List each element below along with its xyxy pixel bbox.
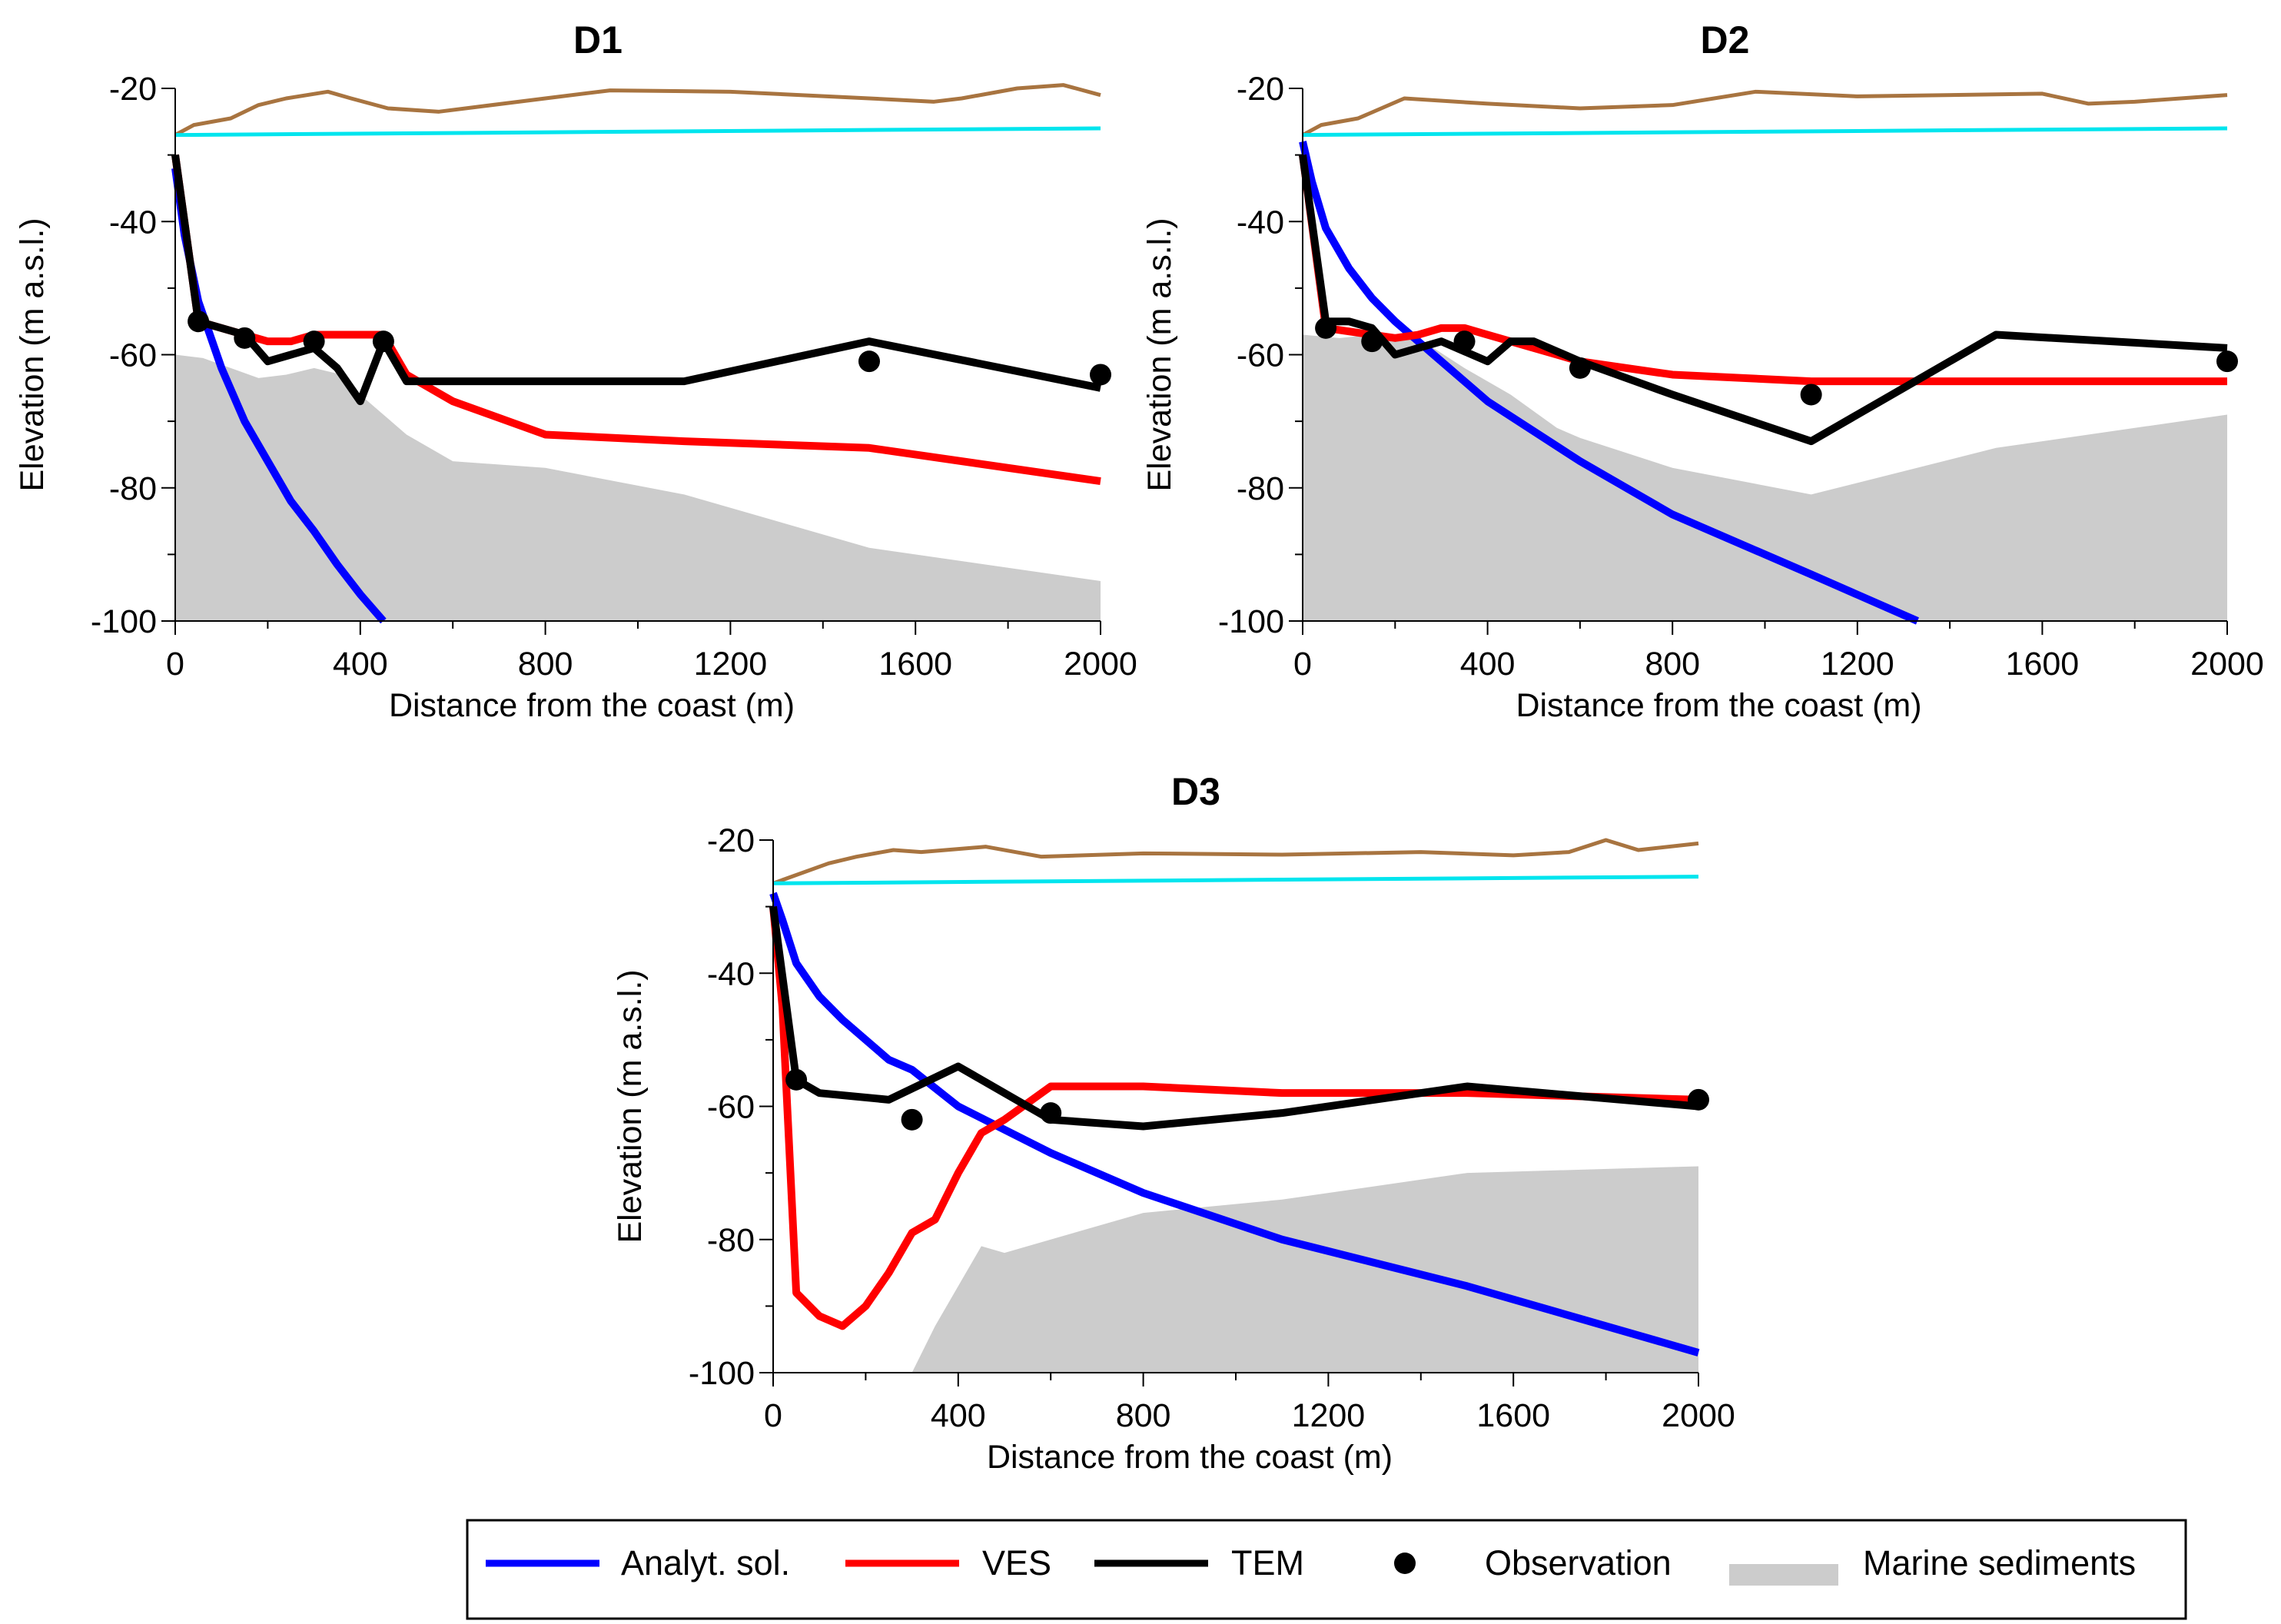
legend-observation-label: Observation [1485, 1543, 1672, 1582]
panel-d1-observation-point [1090, 364, 1111, 386]
panel-d3-sea-level-line [772, 875, 1699, 885]
panel-d1-topography-line [174, 83, 1101, 137]
panel-d1-observation-point [858, 350, 880, 373]
panel-d2-analyt-sol-line [1299, 141, 1920, 625]
panel-d1-x-tick-label: 0 [166, 646, 184, 682]
panel-d3-x-tick-label: 0 [764, 1397, 782, 1434]
legend-sediments-label: Marine sediments [1863, 1543, 2136, 1582]
panel-d2-tem-line [1299, 154, 2228, 446]
panel-d2-ves-line [1299, 154, 2227, 386]
panel-d2-observation-point [2216, 350, 2238, 373]
legend-analytical-label: Analyt. sol. [621, 1543, 790, 1582]
panel-d1-y-axis-label: Elevation (m a.s.l.) [14, 218, 51, 491]
panel-d3-x-tick-label: 2000 [1662, 1397, 1735, 1434]
panel-d3-observation-point [1040, 1102, 1062, 1124]
panel-d1-x-tick-label: 2000 [1064, 646, 1137, 682]
legend-observation-marker [1394, 1553, 1416, 1574]
panel-d3-y-tick-label: -40 [707, 955, 755, 992]
panel-d2-topography-line [1301, 89, 2228, 137]
panel-d1-y-tick-label: -60 [109, 337, 157, 374]
panel-d2-y-tick-label: -40 [1237, 204, 1284, 241]
panel-d3-y-axis-label: Elevation (m a.s.l.) [612, 969, 649, 1243]
legend-sediments-swatch [1729, 1564, 1838, 1586]
panel-d2-x-tick-label: 400 [1460, 646, 1516, 682]
panel-d2-observation-point [1569, 357, 1591, 379]
panel-d3-x-tick-label: 800 [1116, 1397, 1171, 1434]
panel-d2-x-tick-label: 1600 [2006, 646, 2080, 682]
panel-d3-title: D3 [1171, 770, 1220, 813]
panel-d1-y-tick-label: -100 [91, 603, 157, 640]
panel-d2-x-axis-label: Distance from the coast (m) [1516, 687, 1921, 724]
panel-d1-y-tick-label: -20 [109, 71, 157, 108]
panel-d2-x-tick-label: 2000 [2190, 646, 2264, 682]
panel-d3-analyt-sol-line [769, 892, 1700, 1357]
panel-d2-y-tick-label: -80 [1237, 470, 1284, 507]
panel-d1-y-tick-label: -80 [109, 470, 157, 507]
panel-d2-y-tick-label: -60 [1237, 337, 1284, 374]
panel-d1-sea-level-line [174, 126, 1101, 138]
panel-d2-sea-level-line [1302, 126, 2228, 138]
panel-d2-observation-point [1800, 384, 1822, 406]
panel-d2-observation-point [1453, 330, 1476, 353]
legend: Analyt. sol. VES TEM Observation Marine … [466, 1519, 2187, 1620]
panel-d3-observation-point [785, 1068, 808, 1091]
panel-d3-y-tick-label: -20 [707, 822, 755, 859]
panel-d1-x-tick-label: 1600 [878, 646, 952, 682]
panel-d2-x-tick-label: 1200 [1821, 646, 1894, 682]
panel-d1-x-axis-label: Distance from the coast (m) [389, 687, 795, 724]
panel-d2-y-tick-label: -100 [1218, 603, 1284, 640]
panel-d3-ves-line [769, 906, 1699, 1330]
panel-d1-title: D1 [573, 18, 623, 61]
panel-d2-observation-point [1361, 330, 1383, 353]
panel-d1-observation-point [188, 311, 210, 333]
panel-d3-x-tick-label: 1200 [1292, 1397, 1366, 1434]
panel-d3-y-tick-label: -60 [707, 1089, 755, 1126]
panel-d3-tem-line [769, 905, 1699, 1131]
panel-d3-observation-point [901, 1108, 923, 1131]
panel-d2-title: D2 [1701, 18, 1750, 61]
panel-d1-x-tick-label: 400 [333, 646, 388, 682]
panel-d2-y-axis-label: Elevation (m a.s.l.) [1141, 218, 1178, 491]
panel-d3-observation-point [1688, 1088, 1709, 1111]
panel-d1-observation-point [372, 330, 394, 353]
panel-d3-x-tick-label: 1600 [1476, 1397, 1550, 1434]
panel-d2-marine-sediments-area [1303, 334, 2227, 621]
panel-d3-topography-line [772, 838, 1699, 885]
panel-d2-y-tick-label: -20 [1237, 71, 1284, 108]
panel-d2-observation-point [1315, 317, 1337, 339]
panel-d1-x-tick-label: 1200 [694, 646, 768, 682]
legend-ves-label: VES [982, 1543, 1051, 1582]
panel-d1-observation-point [303, 330, 325, 353]
panel-d3-x-tick-label: 400 [931, 1397, 986, 1434]
panel-d3-y-tick-label: -80 [707, 1222, 755, 1259]
panel-d2-x-tick-label: 0 [1293, 646, 1312, 682]
panel-d3-y-tick-label: -100 [689, 1355, 755, 1392]
panel-d1-marine-sediments-area [175, 354, 1101, 621]
panel-d1-observation-point [234, 327, 256, 349]
panel-d1-x-tick-label: 800 [518, 646, 573, 682]
panel-d1-tem-line [171, 154, 1101, 406]
legend-tem-label: TEM [1231, 1543, 1304, 1582]
panel-d2-x-tick-label: 800 [1645, 646, 1700, 682]
panel-d3-x-axis-label: Distance from the coast (m) [987, 1439, 1393, 1476]
panel-d3-marine-sediments-area [911, 1166, 1698, 1373]
legend-frame [466, 1519, 2187, 1620]
panel-d1-y-tick-label: -40 [109, 204, 157, 241]
